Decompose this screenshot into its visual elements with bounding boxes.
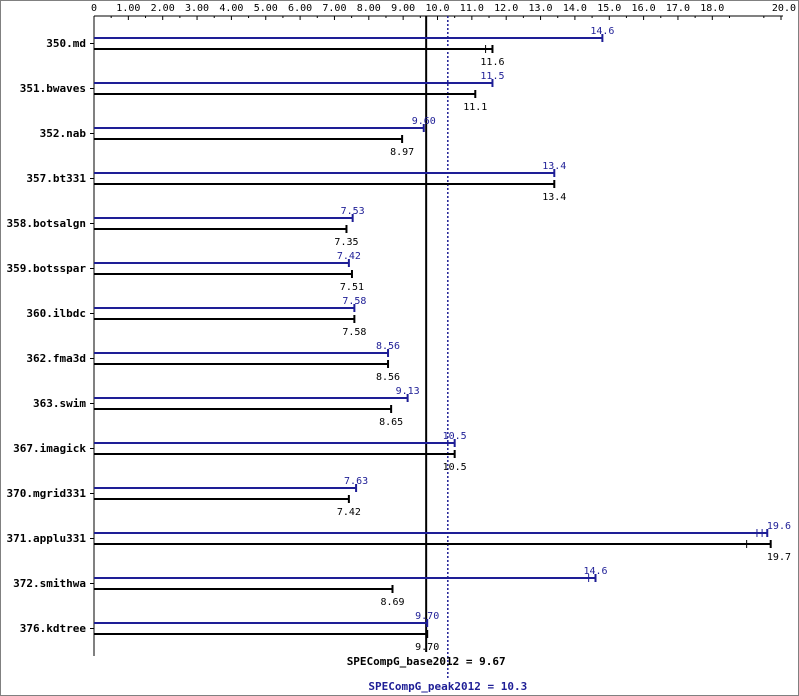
base-value-label: 8.56 [376,372,400,383]
peak-value-label: 7.42 [337,251,361,262]
base-value-label: 8.65 [379,417,403,428]
base-value-label: 8.97 [390,147,414,158]
base-value-label: 13.4 [542,192,566,203]
base-value-label: 8.69 [380,597,404,608]
x-tick-label: 6.00 [288,3,312,14]
x-tick-label: 18.0 [700,3,724,14]
x-tick-label: 4.00 [219,3,243,14]
x-tick-label: 20.0 [772,3,796,14]
category-label: 351.bwaves [20,82,86,95]
peak-summary-label: SPECompG_peak2012 = 10.3 [368,680,527,693]
x-tick-label: 7.00 [322,3,346,14]
peak-value-label: 9.70 [415,611,439,622]
category-label: 367.imagick [13,442,86,455]
label-layer: 350.md 14.6 11.6 351.bwaves 11.5 11.1 352.nab 9… [7,26,791,693]
peak-value-label: 13.4 [542,161,566,172]
x-tick-label: 5.00 [254,3,278,14]
base-value-label: 9.70 [415,642,439,653]
bar-layer [94,34,772,638]
base-summary-label: SPECompG_base2012 = 9.67 [347,655,506,668]
reference-lines [425,16,449,678]
x-tick-label: 8.00 [357,3,381,14]
base-value-label: 7.35 [334,237,358,248]
base-value-label: 10.5 [443,462,467,473]
x-tick-label: 16.0 [632,3,656,14]
peak-value-label: 7.58 [342,296,366,307]
x-tick-label: 17.0 [666,3,690,14]
base-value-label: 19.7 [767,552,791,563]
category-label: 352.nab [40,127,87,140]
peak-value-label: 14.6 [583,566,607,577]
category-label: 359.botsspar [7,262,87,275]
x-tick-label: 10.0 [425,3,449,14]
axis-layer: 0 1.00 2.00 3.00 4.00 5.00 6.00 7.00 8.00 9.00 10.… [90,3,796,656]
x-tick-label: 2.00 [151,3,175,14]
x-tick-label: 9.00 [391,3,415,14]
base-value-label: 7.42 [337,507,361,518]
category-label: 376.kdtree [20,622,87,635]
category-label: 358.botsalgn [7,217,86,230]
peak-value-label: 9.60 [412,116,436,127]
base-value-label: 7.51 [340,282,364,293]
x-tick-label: 11.0 [460,3,484,14]
peak-value-label: 7.63 [344,476,368,487]
category-label: 370.mgrid331 [7,487,87,500]
x-tick-label: 3.00 [185,3,209,14]
peak-value-label: 11.5 [480,71,504,82]
peak-value-label: 9.13 [396,386,420,397]
peak-value-label: 7.53 [341,206,365,217]
category-label: 360.ilbdc [26,307,86,320]
x-tick-label: 14.0 [563,3,587,14]
x-tick-label: 12.0 [494,3,518,14]
peak-value-label: 14.6 [590,26,614,37]
base-value-label: 7.58 [342,327,366,338]
category-label: 362.fma3d [26,352,86,365]
x-tick-label: 13.0 [529,3,553,14]
x-tick-label: 0 [91,3,97,14]
x-tick-label: 15.0 [597,3,621,14]
peak-value-label: 10.5 [443,431,467,442]
category-label: 363.swim [33,397,86,410]
peak-value-label: 8.56 [376,341,400,352]
base-value-label: 11.6 [480,57,504,68]
category-label: 357.bt331 [26,172,86,185]
x-tick-label: 1.00 [116,3,140,14]
base-value-label: 11.1 [463,102,487,113]
category-label: 371.applu331 [7,532,87,545]
category-label: 372.smithwa [13,577,86,590]
category-label: 350.md [46,37,86,50]
peak-value-label: 19.6 [767,521,791,532]
